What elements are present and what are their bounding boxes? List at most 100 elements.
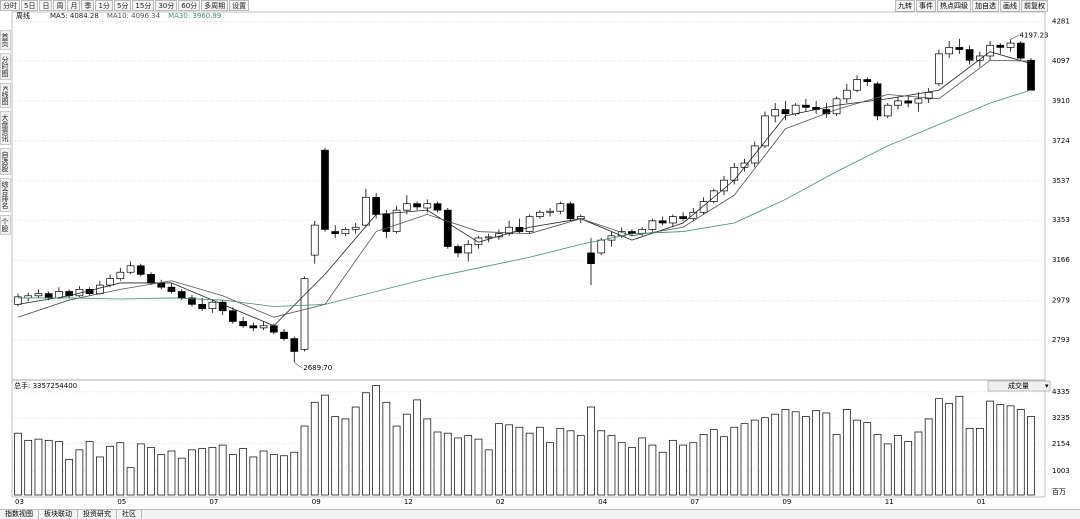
period-tab[interactable]: 5日 <box>21 0 39 11</box>
tool-button[interactable]: 热点四级 <box>937 0 971 12</box>
candle-body <box>392 209 401 232</box>
volume-bar <box>249 456 258 496</box>
volume-bar <box>842 409 851 496</box>
volume-bar <box>372 385 380 496</box>
candle-body <box>689 211 698 220</box>
tool-button[interactable]: 前复权 <box>1021 0 1048 12</box>
candle-body <box>106 278 114 286</box>
candle-body <box>975 55 984 61</box>
candle-body <box>372 196 380 215</box>
bottom-tab[interactable]: 社区 <box>117 510 142 519</box>
candle-body <box>331 231 340 235</box>
tool-button[interactable]: 事件 <box>916 0 936 12</box>
y-tick-label: 3910 <box>1052 97 1070 105</box>
candle-body <box>945 47 953 55</box>
period-tab[interactable]: 5分 <box>113 0 132 11</box>
volume-bar <box>402 413 411 496</box>
candle-body <box>1027 59 1035 91</box>
volume-bar <box>218 444 227 496</box>
period-tab[interactable]: 季 <box>81 0 95 11</box>
nav-item[interactable]: 首页 <box>0 30 11 50</box>
candle-body <box>730 166 739 181</box>
y-tick-label: 2793 <box>1052 336 1070 344</box>
candle-body <box>853 79 861 91</box>
volume-bar <box>177 457 186 496</box>
volume-bar <box>853 419 861 496</box>
candle-body <box>249 325 258 329</box>
nav-item[interactable]: 综合排名 <box>0 177 11 212</box>
period-tab[interactable]: 月 <box>67 0 81 11</box>
tool-button[interactable]: 加自选 <box>972 0 999 12</box>
candle-body <box>290 338 299 352</box>
volume-bar <box>791 411 800 496</box>
volume-bar <box>986 400 994 496</box>
volume-title: 总手: 3357254400 <box>14 381 77 390</box>
nav-item[interactable]: 大盘资讯 <box>0 110 11 145</box>
candle-body <box>198 303 207 309</box>
candle-body <box>525 216 534 232</box>
volume-bar <box>771 413 780 496</box>
volume-bar <box>628 447 636 496</box>
nav-item[interactable]: 分时图 <box>0 53 11 80</box>
volume-bar <box>638 437 647 496</box>
volume-bar <box>239 448 247 496</box>
candle-body <box>709 190 718 202</box>
x-tick-label: 09 <box>782 498 791 506</box>
period-tab[interactable]: 30分 <box>155 0 178 11</box>
volume-bar <box>443 432 452 496</box>
period-tab[interactable]: 分时 <box>0 0 20 11</box>
ma-line <box>18 89 1032 307</box>
volume-bar <box>198 448 207 496</box>
period-tab[interactable]: 60分 <box>178 0 201 11</box>
candle-body <box>413 203 421 208</box>
volume-bar <box>1006 405 1015 496</box>
bottom-tab[interactable]: 指数视图 <box>0 510 39 519</box>
y-tick-label: 2979 <box>1052 296 1070 304</box>
y-tick-label: 3235 <box>1052 414 1070 422</box>
x-tick-label: 01 <box>977 498 986 506</box>
volume-bar <box>464 435 473 496</box>
period-tab[interactable]: 15分 <box>132 0 155 11</box>
volume-bar <box>689 442 698 496</box>
y-tick-label: 4281 <box>1052 17 1070 25</box>
nav-item[interactable]: K线图 <box>0 83 11 108</box>
volume-bar <box>331 416 340 496</box>
indicator-dropdown[interactable] <box>987 380 1051 392</box>
period-tab[interactable]: 1分 <box>95 0 113 11</box>
volume-bar <box>740 423 749 496</box>
candle-body <box>1016 42 1025 59</box>
bottom-tab[interactable]: 板块联动 <box>39 510 78 519</box>
volume-bar <box>136 443 145 496</box>
tool-button[interactable]: 九转 <box>895 0 915 12</box>
candle-body <box>96 284 104 294</box>
period-tab[interactable]: 日 <box>39 0 53 11</box>
nav-item[interactable]: 个股 <box>0 214 11 235</box>
candle-body <box>894 100 902 106</box>
volume-bar <box>85 441 94 496</box>
bottom-tab[interactable]: 投资研究 <box>78 510 117 519</box>
period-tab[interactable]: 多周期 <box>201 0 229 11</box>
volume-bar <box>812 410 820 496</box>
volume-bar <box>259 450 268 496</box>
nav-item[interactable]: 自选股 <box>0 147 11 175</box>
volume-bar <box>55 441 63 496</box>
candle-body <box>781 109 790 115</box>
indicator-name[interactable]: 成交量 <box>1008 381 1029 390</box>
candle-body <box>914 98 923 104</box>
tool-button[interactable]: 画线 <box>1000 0 1020 12</box>
period-tab[interactable]: 周 <box>53 0 67 11</box>
candle-body <box>126 265 135 273</box>
volume-bar <box>362 392 370 496</box>
volume-bar <box>750 419 759 496</box>
volume-bar <box>116 442 125 496</box>
candle-body <box>300 278 309 350</box>
period-tab[interactable]: 设置 <box>229 0 250 11</box>
candle-body <box>188 297 196 305</box>
volume-bar <box>433 431 442 496</box>
candle-body <box>996 44 1005 48</box>
candle-body <box>587 252 595 265</box>
volume-bar <box>208 447 217 496</box>
candle-body <box>771 109 780 117</box>
volume-bar <box>157 454 166 496</box>
